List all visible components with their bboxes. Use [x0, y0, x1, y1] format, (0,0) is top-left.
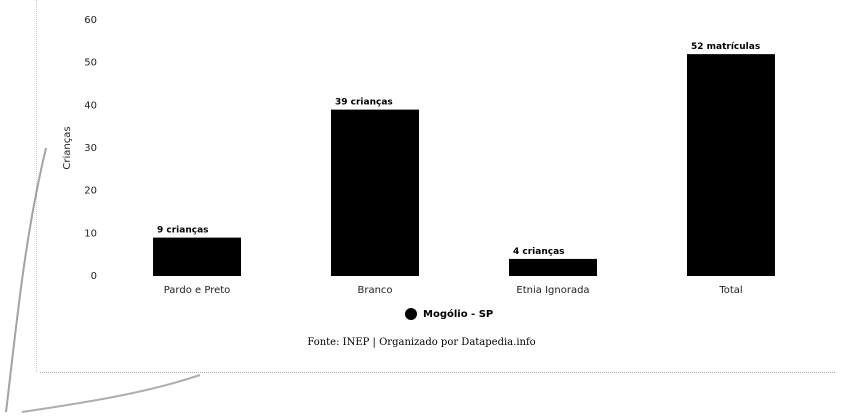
y-tick-label: 10 [84, 228, 97, 239]
y-tick-label: 40 [84, 100, 97, 111]
data-label: 39 crianças [335, 98, 393, 108]
bar [153, 237, 241, 276]
bar [331, 109, 419, 276]
x-axis: Pardo e Preto Branco Etnia Ignorada Total [164, 285, 743, 296]
source-note: Fonte: INEP | Organizado por Datapedia.i… [307, 337, 536, 348]
y-tick-label: 60 [84, 15, 97, 26]
legend-label: Mogólio - SP [423, 308, 494, 320]
bar [687, 54, 775, 277]
bar [509, 258, 597, 276]
y-tick-label: 0 [91, 271, 97, 282]
legend-marker [405, 308, 417, 320]
y-tick-label: 30 [84, 143, 97, 154]
data-label: 52 matrículas [691, 42, 760, 52]
data-label: 9 crianças [157, 226, 209, 236]
y-tick-label: 20 [84, 186, 97, 197]
scan-edge-artifact [36, 0, 37, 372]
x-tick-label: Total [718, 285, 742, 296]
bars-group: 9 crianças 39 crianças 4 crianças 52 matríc… [153, 42, 775, 277]
y-axis-label: Crianças [62, 126, 73, 169]
legend: Mogólio - SP [405, 306, 493, 322]
y-axis: 0 10 20 30 40 50 60 [84, 15, 97, 282]
y-tick-label: 50 [84, 58, 97, 69]
x-tick-label: Branco [357, 285, 392, 296]
x-tick-label: Pardo e Preto [164, 285, 231, 296]
data-label: 4 crianças [513, 247, 565, 257]
x-tick-label: Etnia Ignorada [516, 285, 589, 296]
dotted-rule [40, 372, 835, 373]
